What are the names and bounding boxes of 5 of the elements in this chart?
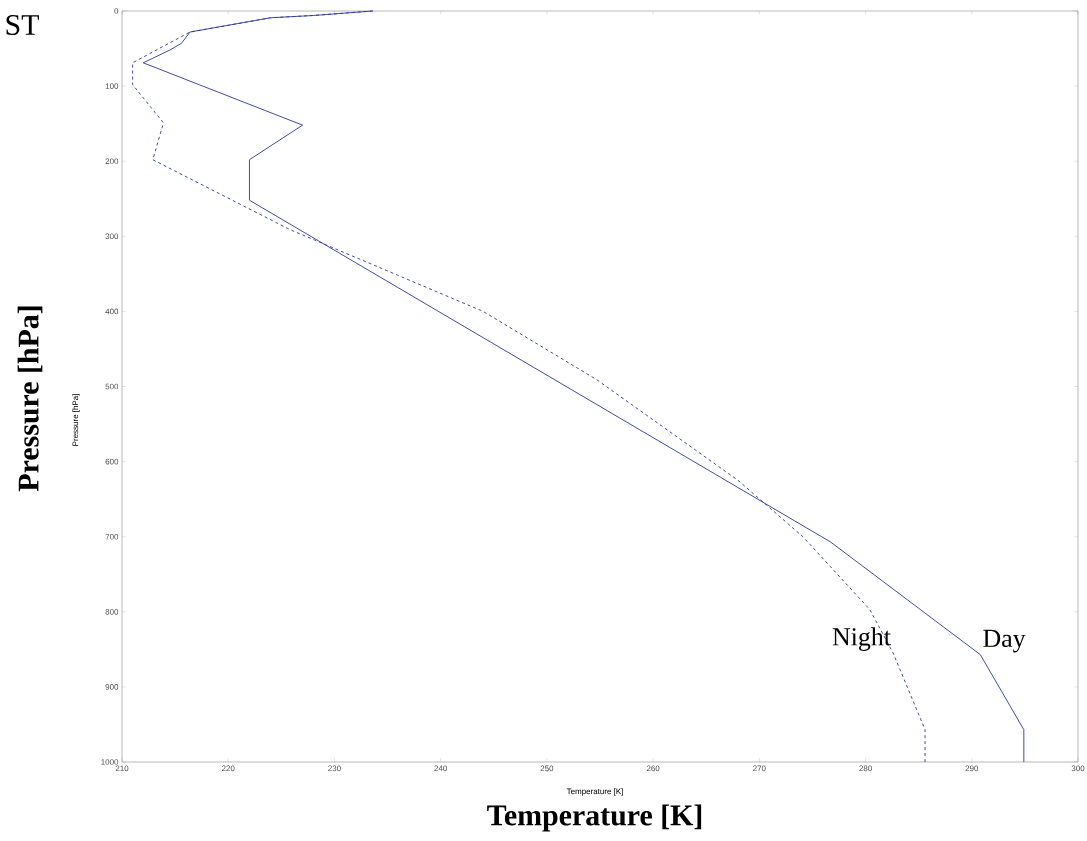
- x-axis-title: Temperature [K]: [487, 804, 702, 832]
- y-axis-title: Pressure [hPa]: [17, 306, 43, 492]
- series-label: Day: [983, 629, 1026, 653]
- series-label: Night: [832, 627, 891, 651]
- text: ST: [6, 14, 39, 36]
